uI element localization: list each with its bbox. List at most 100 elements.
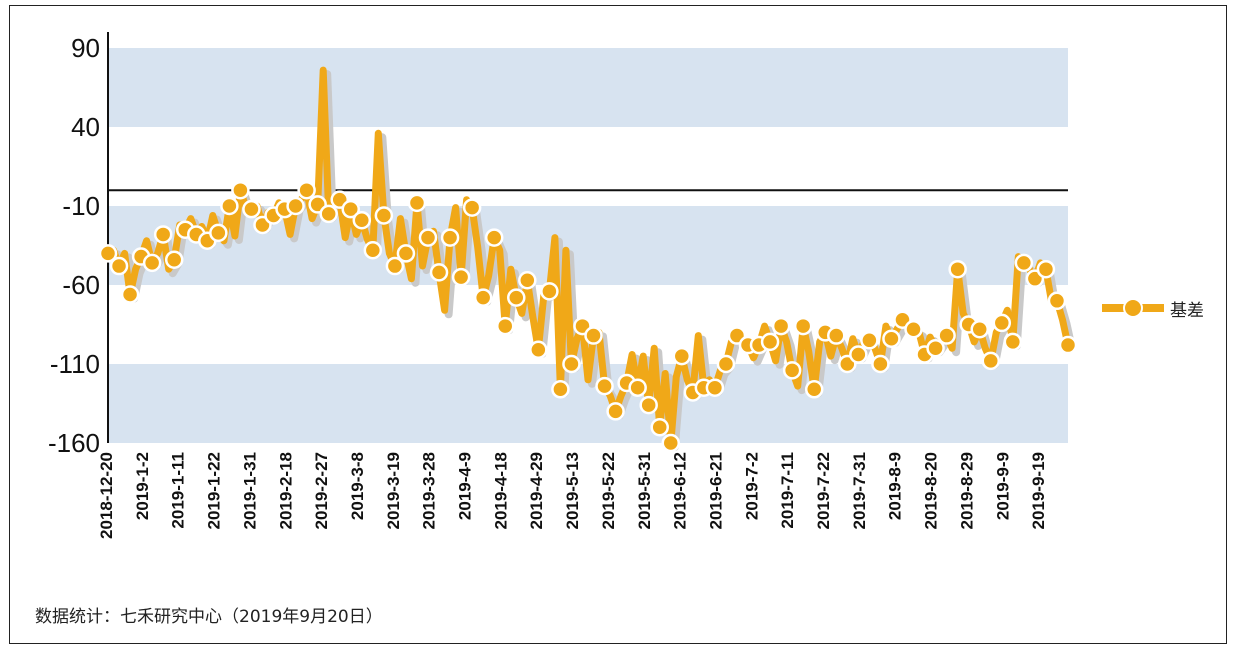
x-tick-label: 2019-2-18: [276, 452, 295, 530]
x-tick-label: 2019-9-9: [993, 452, 1012, 520]
data-point: [341, 199, 361, 219]
data-point: [1003, 332, 1023, 352]
data-point: [286, 196, 305, 216]
x-tick-label: 2019-7-11: [778, 452, 797, 529]
data-point: [882, 329, 901, 348]
data-point: [109, 256, 129, 276]
y-tick-label: -60: [62, 270, 100, 300]
data-point: [639, 395, 658, 415]
x-tick-label: 2019-7-2: [742, 452, 761, 520]
x-tick-label: 2019-6-21: [706, 452, 725, 530]
x-tick-label: 2019-4-29: [527, 452, 546, 530]
x-tick-label: 2019-8-9: [886, 452, 905, 520]
x-tick-label: 2019-3-19: [384, 452, 403, 530]
x-tick-label: 2019-1-31: [240, 452, 259, 530]
x-tick-label: 2019-5-22: [599, 452, 618, 530]
data-point: [661, 433, 681, 453]
series-basis: [98, 66, 1078, 453]
x-tick-label: 2019-1-11: [169, 452, 188, 529]
x-tick-label: 2019-1-22: [205, 452, 224, 530]
data-point: [153, 225, 173, 244]
grid-band: [108, 48, 1068, 127]
data-point: [242, 199, 261, 219]
data-point: [771, 316, 791, 336]
data-point: [606, 402, 625, 421]
data-point: [98, 244, 118, 263]
data-point: [1014, 253, 1034, 273]
data-point: [860, 331, 879, 350]
data-point: [926, 338, 945, 358]
x-tick-label: 2019-8-20: [922, 452, 941, 530]
data-point: [231, 180, 250, 200]
data-point: [220, 196, 239, 216]
data-point: [716, 354, 736, 374]
legend-label: 基差: [1170, 300, 1204, 321]
data-point: [297, 180, 316, 200]
data-point: [871, 354, 890, 374]
legend-swatch: [1100, 296, 1166, 320]
data-point: [595, 376, 614, 396]
x-tick-label: 2019-5-13: [563, 452, 582, 530]
data-point: [209, 223, 228, 243]
data-point: [650, 417, 669, 437]
data-point: [1047, 291, 1067, 311]
data-point: [760, 332, 780, 352]
x-tick-label: 2019-9-19: [1029, 452, 1048, 530]
data-point: [418, 228, 438, 247]
x-tick-label: 2019-8-29: [957, 452, 976, 530]
x-tick-label: 2019-5-31: [635, 452, 654, 530]
data-point: [518, 271, 537, 290]
data-point: [142, 253, 162, 273]
data-point: [429, 263, 449, 282]
source-note: 数据统计：七禾研究中心（2019年9月20日）: [35, 607, 383, 627]
data-point: [1036, 259, 1056, 279]
x-tick-label: 2019-1-2: [133, 452, 152, 520]
y-tick-label: 40: [71, 112, 100, 142]
legend-marker: [1123, 298, 1143, 318]
data-point: [584, 326, 603, 345]
x-tick-label: 2019-3-28: [420, 452, 439, 530]
data-point: [849, 345, 868, 364]
data-point: [804, 380, 824, 399]
data-point: [970, 319, 989, 339]
x-tick-label: 2019-4-9: [456, 452, 475, 520]
data-point: [782, 361, 802, 380]
data-point: [363, 240, 383, 260]
data-point: [352, 210, 372, 230]
data-point: [319, 204, 338, 224]
x-tick-label: 2019-7-22: [814, 452, 833, 530]
data-point: [904, 319, 923, 339]
data-point: [484, 228, 504, 247]
y-tick-label: -110: [50, 349, 100, 379]
chart-frame: [9, 5, 1227, 644]
y-tick-label: -10: [62, 191, 100, 221]
data-point: [562, 354, 581, 374]
data-point: [451, 267, 471, 287]
y-axis-tick-labels: 90 40 -10 -60 -110 -160: [48, 33, 100, 458]
data-point: [1058, 335, 1078, 355]
data-point: [948, 259, 967, 279]
data-point: [529, 340, 548, 360]
data-point: [374, 206, 394, 225]
data-point: [628, 378, 647, 397]
data-point: [540, 282, 559, 301]
x-tick-label: 2019-2-27: [312, 452, 331, 530]
data-point: [827, 326, 846, 345]
data-point: [385, 256, 405, 276]
data-point: [705, 378, 725, 397]
data-point: [495, 316, 515, 336]
x-tick-label: 2019-4-18: [491, 452, 510, 530]
data-point: [507, 288, 526, 307]
x-tick-label: 2018-12-20: [97, 452, 116, 539]
data-point: [992, 313, 1012, 333]
data-point: [793, 316, 813, 336]
data-point: [551, 380, 570, 399]
data-point: [473, 288, 493, 307]
y-tick-label: 90: [71, 33, 100, 63]
legend: 基差: [1100, 296, 1204, 321]
data-point: [396, 244, 416, 263]
data-point: [981, 351, 1001, 371]
data-point: [462, 198, 482, 217]
x-tick-label: 2019-7-31: [850, 452, 869, 530]
